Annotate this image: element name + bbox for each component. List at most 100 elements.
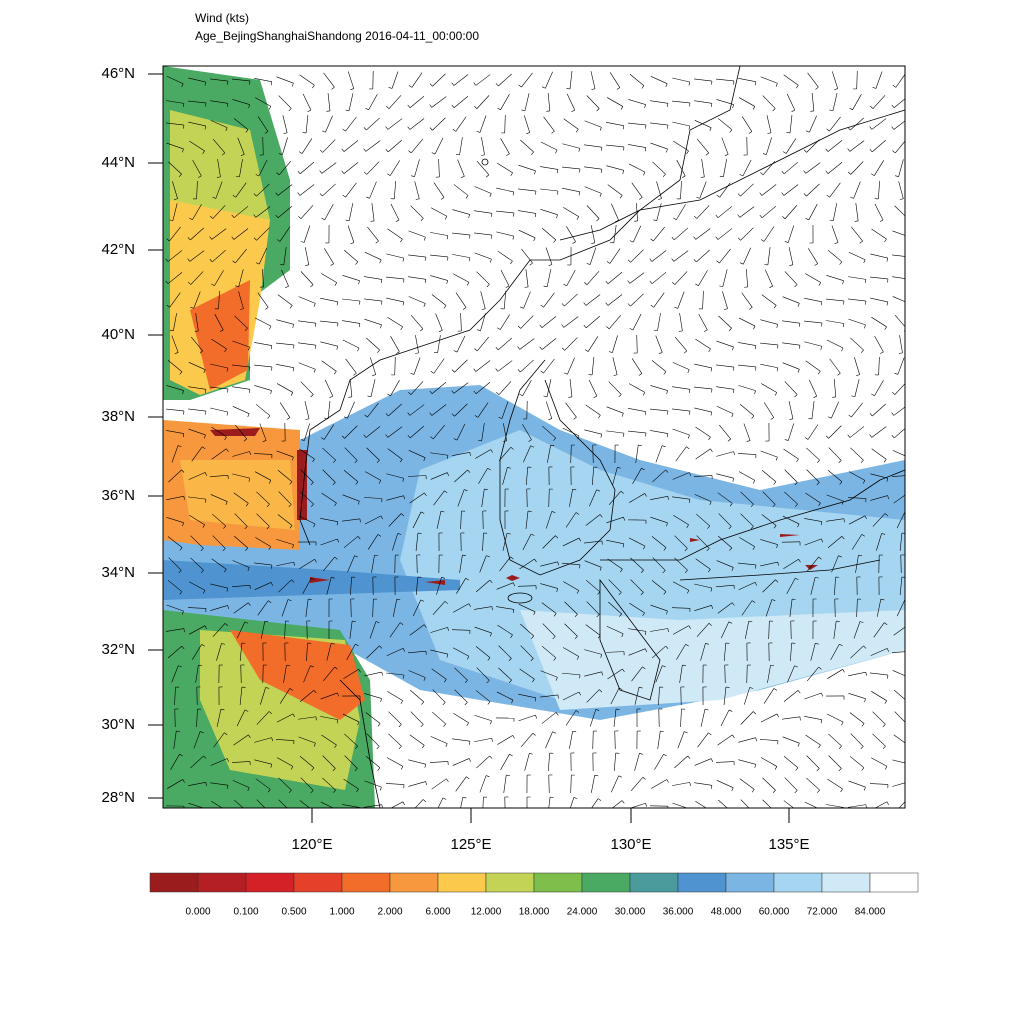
barb-flag xyxy=(354,745,358,749)
barb xyxy=(518,714,536,722)
barb-flag xyxy=(859,240,863,244)
barb-flag xyxy=(711,785,713,789)
barb-flag xyxy=(605,280,609,284)
barb-flag xyxy=(686,150,689,155)
barb-flag xyxy=(891,104,895,108)
barb xyxy=(343,668,359,680)
barb xyxy=(631,182,643,198)
barb-flag xyxy=(227,758,229,762)
barb-flag xyxy=(447,627,449,631)
barb-flag xyxy=(555,677,558,681)
barb-flag xyxy=(599,193,602,197)
barb-flag xyxy=(645,803,647,807)
barb xyxy=(743,423,751,441)
barb xyxy=(586,601,600,615)
barb xyxy=(672,581,690,591)
barb-flag xyxy=(574,614,578,618)
barb-flag xyxy=(754,81,757,86)
barb-flag xyxy=(583,302,587,306)
barb-flag xyxy=(486,174,490,178)
barb xyxy=(895,73,905,88)
barb-flag xyxy=(884,622,888,626)
barb-flag xyxy=(905,702,907,705)
barb xyxy=(499,556,511,572)
barb xyxy=(525,511,529,529)
barb-flag xyxy=(645,648,647,653)
barb xyxy=(347,401,355,419)
barb xyxy=(876,533,882,551)
barb xyxy=(563,118,579,130)
barb xyxy=(298,320,316,324)
colorbar-label: 1.000 xyxy=(329,907,354,918)
barb xyxy=(629,272,645,284)
barb xyxy=(569,71,573,89)
barb xyxy=(517,585,537,587)
barb xyxy=(873,622,885,638)
barb xyxy=(810,643,816,661)
barb-flag xyxy=(333,371,337,375)
barb-flag xyxy=(887,495,889,500)
barb xyxy=(237,137,245,155)
barb xyxy=(350,577,352,595)
barb-flag xyxy=(183,103,185,107)
barb-flag xyxy=(640,592,644,596)
barb xyxy=(656,203,662,221)
barb-flag xyxy=(548,418,552,420)
barb xyxy=(810,577,816,595)
colorbar-box xyxy=(629,872,679,893)
barb xyxy=(613,753,617,771)
barb-flag xyxy=(297,192,301,196)
barb-flag xyxy=(608,351,613,353)
barb xyxy=(630,293,644,307)
barb xyxy=(430,452,448,456)
barb xyxy=(827,778,843,790)
barb-flag xyxy=(622,125,625,130)
barb xyxy=(366,733,380,747)
barb xyxy=(348,93,354,111)
barb xyxy=(848,515,866,525)
barb-flag xyxy=(543,285,548,288)
barb-flag xyxy=(886,258,889,262)
barb-flag xyxy=(467,469,471,473)
barb-flag xyxy=(278,153,283,155)
barb-flag xyxy=(732,104,734,109)
barb-flag xyxy=(198,664,203,666)
barb xyxy=(304,423,310,441)
barb xyxy=(694,407,712,413)
barb-flag xyxy=(423,303,426,307)
barb-flag xyxy=(531,151,534,155)
barb-flag xyxy=(818,282,822,286)
barb xyxy=(452,758,470,766)
barb xyxy=(720,621,730,639)
barb-flag xyxy=(879,219,884,222)
barb-flag xyxy=(649,258,653,262)
barb xyxy=(522,424,532,440)
barb-flag xyxy=(341,148,345,152)
barb-flag xyxy=(711,103,713,107)
barb xyxy=(607,294,623,306)
barb-flag xyxy=(591,242,595,244)
barb-flag xyxy=(708,436,711,441)
barb xyxy=(474,737,492,743)
barb-flag xyxy=(639,753,643,755)
barb-flag xyxy=(749,687,754,689)
barb-flag xyxy=(710,448,713,452)
barb-flag xyxy=(640,569,644,573)
barb-flag xyxy=(728,526,732,530)
barb xyxy=(520,732,534,748)
barb-flag xyxy=(618,394,622,398)
barb xyxy=(436,577,442,595)
barb xyxy=(504,114,506,134)
barb xyxy=(762,95,776,109)
barb-flag xyxy=(794,482,798,486)
barb xyxy=(804,801,818,808)
barb-flag xyxy=(596,489,601,492)
barb-flag xyxy=(248,104,250,109)
barb xyxy=(524,753,530,771)
barb-flag xyxy=(447,455,449,459)
barb-flag xyxy=(526,132,530,134)
barb-flag xyxy=(753,711,757,715)
barb-flag xyxy=(553,437,556,441)
barb-flag xyxy=(751,789,755,793)
barb-flag xyxy=(270,764,273,768)
